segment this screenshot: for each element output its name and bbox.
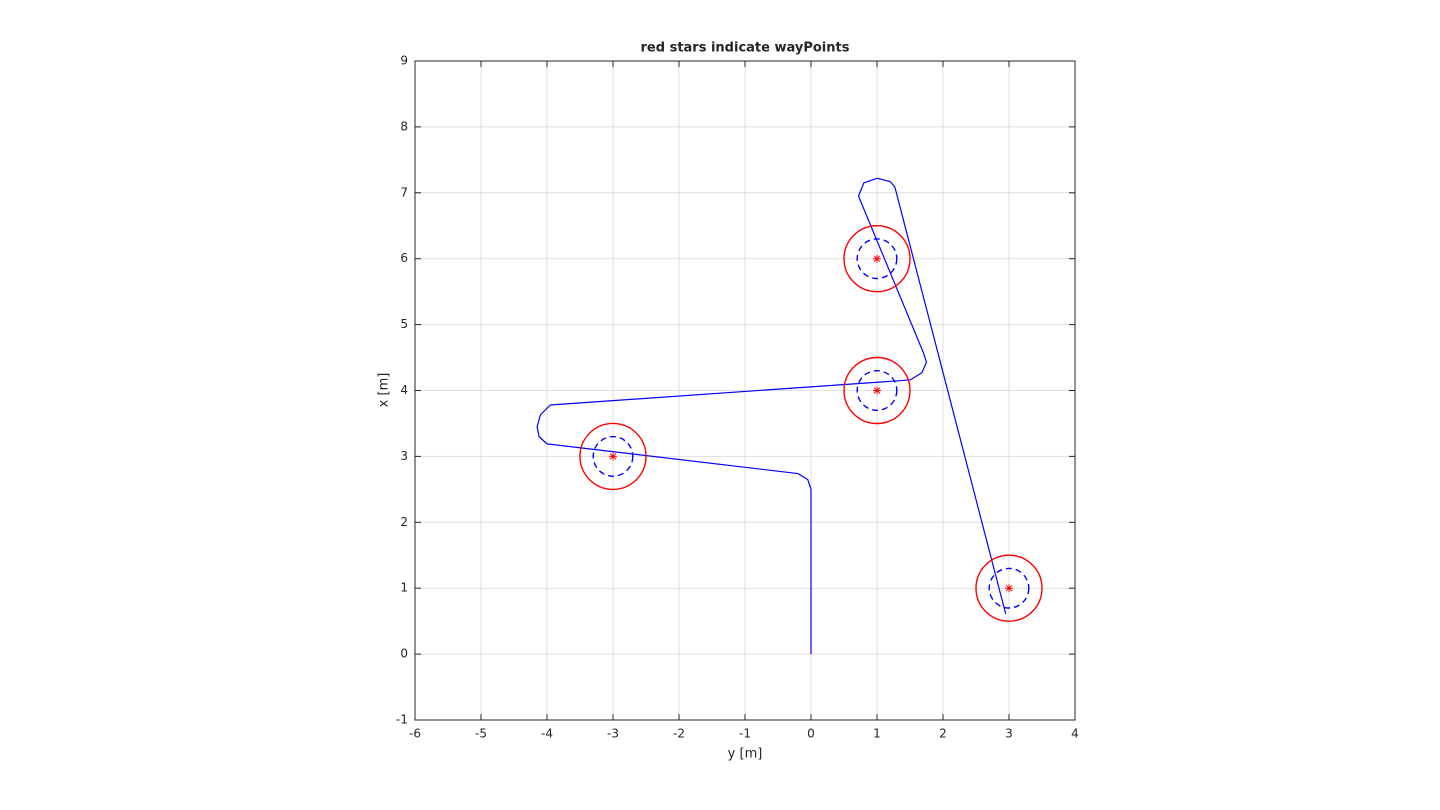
waypoint-inner-radius [988,567,1030,609]
y-tick-label: 6 [400,251,408,265]
x-tick-label: -3 [607,727,619,741]
y-tick-label: 8 [400,119,408,133]
waypoint-radius [843,356,911,425]
waypoint-radius [843,225,911,293]
waypoint-inner-radius [592,435,634,477]
x-tick-label: -5 [475,727,487,741]
x-tick-label: 3 [1005,727,1013,741]
y-axis-label: x [m] [377,373,392,408]
x-tick-label: -6 [409,727,421,741]
x-tick-label: -1 [739,727,751,741]
waypoint-inner-radius [856,238,898,280]
waypoint-star [1005,584,1013,593]
y-tick-label: 2 [400,515,408,529]
x-tick-label: 2 [939,727,947,741]
x-tick-label: -2 [673,727,685,741]
x-tick-label: -4 [541,727,553,741]
y-tick-label: 1 [400,581,408,595]
y-tick-label: -1 [396,713,408,727]
waypoint-inner-radius [856,370,898,412]
waypoint-star [609,452,617,461]
y-tick-label: 5 [400,317,408,331]
waypoint-star [873,386,881,395]
x-tick-label: 0 [807,727,815,741]
waypoint-star [873,254,881,263]
x-tick-label: 1 [873,727,881,741]
y-tick-label: 3 [400,449,408,463]
y-tick-label: 0 [400,647,408,661]
waypoint-radius [975,554,1043,622]
y-tick-label: 4 [400,383,408,397]
waypoint-radius [579,422,647,491]
trajectory-line [536,177,1007,655]
y-tick-label: 9 [400,54,408,68]
chart-title: red stars indicate wayPoints [641,41,850,56]
x-axis-label: y [m] [728,747,763,762]
y-tick-label: 7 [400,185,408,199]
x-tick-label: 4 [1071,727,1079,741]
